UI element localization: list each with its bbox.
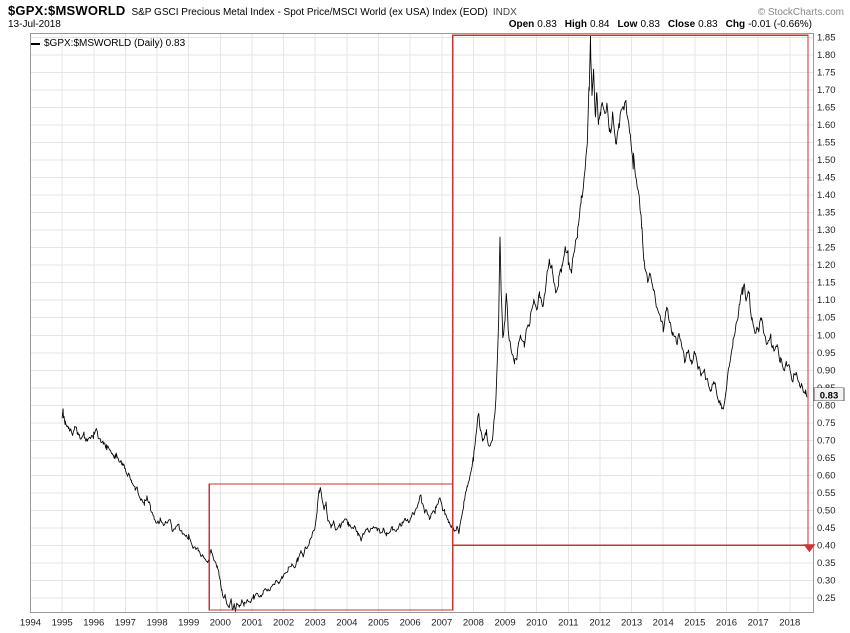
quote-label: Low (617, 19, 638, 30)
copyright-label: © StockCharts.com (757, 7, 844, 18)
y-axis-tick-label: 0.50 (817, 505, 836, 516)
y-axis-tick-label: 0.75 (817, 418, 836, 429)
y-axis-tick-label: 1.30 (817, 225, 836, 236)
x-axis-tick-label: 2001 (241, 618, 262, 629)
quote-value: 0.84 (589, 19, 610, 30)
x-axis-tick-label: 1997 (115, 618, 136, 629)
y-axis-labels: 0.25 0.30 0.35 0.40 0.45 0.50 0.55 0.60 0.65 0.70… (817, 33, 836, 604)
quote-row: Open 0.83 High 0.84 Low 0.83 Close 0.83 Chg -0.01… (509, 19, 812, 30)
annotation-arrow-marker (803, 544, 816, 553)
y-axis-tick-label: 1.20 (817, 260, 836, 271)
x-axis-tick-label: 2003 (305, 618, 326, 629)
x-axis-tick-label: 2007 (431, 618, 452, 629)
y-axis-tick-label: 0.55 (817, 488, 836, 499)
y-axis-tick-label: 0.80 (817, 400, 836, 411)
price-series-line (61, 35, 808, 612)
y-axis-tick-label: 1.75 (817, 68, 836, 79)
plot-border (30, 33, 814, 613)
x-axis-tick-label: 2010 (526, 618, 547, 629)
chart-date: 13-Jul-2018 (8, 19, 61, 30)
y-axis-tick-label: 1.25 (817, 243, 836, 254)
y-axis-tick-label: 1.40 (817, 190, 836, 201)
quote-label: Chg (725, 19, 746, 30)
x-axis-tick-label: 2004 (336, 618, 357, 629)
x-axis-tick-label: 2014 (653, 618, 674, 629)
quote-value: 0.83 (698, 19, 718, 30)
annotation-rectangle (208, 483, 454, 611)
quote-label: High (564, 19, 587, 30)
y-axis-tick-label: 1.45 (817, 173, 836, 184)
quote-value: -0.01 (-0.66%) (748, 19, 812, 30)
series-legend-label: $GPX:$MSWORLD (Daily) 0.83 (44, 38, 186, 49)
quote-header: 13-Jul-2018 Open 0.83 High 0.84 Low 0.83 Close… (0, 19, 850, 32)
chart-area: 0.25 0.30 0.35 0.40 0.45 0.50 0.55 0.60 0.65 0.70… (0, 32, 850, 633)
y-axis-tick-label: 0.40 (817, 540, 836, 551)
x-axis-tick-label: 2008 (463, 618, 484, 629)
annotation-layer (208, 34, 809, 611)
x-axis-tick-label: 1996 (83, 618, 104, 629)
grid-layer (30, 33, 814, 613)
x-axis-tick-label: 2018 (779, 618, 800, 629)
annotation-rectangle (452, 34, 809, 546)
x-axis-tick-label: 1999 (178, 618, 199, 629)
y-axis-tick-label: 0.25 (817, 593, 836, 604)
chart-description: S&P GSCI Precious Metal Index - Spot Pri… (131, 7, 488, 18)
y-axis-tick-label: 1.55 (817, 138, 836, 149)
y-axis-tick-label: 1.70 (817, 85, 836, 96)
y-axis-tick-label: 1.85 (817, 33, 836, 44)
x-axis-tick-label: 2013 (621, 618, 642, 629)
y-axis-tick-label: 0.60 (817, 470, 836, 481)
x-axis-tick-label: 2012 (589, 618, 610, 629)
y-axis-tick-label: 0.95 (817, 348, 836, 359)
y-axis-tick-label: 1.00 (817, 330, 836, 341)
quote-label: Close (667, 19, 696, 30)
y-axis-tick-label: 1.15 (817, 278, 836, 289)
x-axis-tick-label: 2006 (400, 618, 421, 629)
y-axis-tick-label: 1.50 (817, 155, 836, 166)
x-axis-tick-label: 2005 (368, 618, 389, 629)
last-price-label-box (813, 387, 845, 402)
x-axis-tick-label: 2011 (558, 618, 578, 629)
y-axis-tick-label: 1.65 (817, 103, 836, 114)
y-axis-tick-label: 1.60 (817, 120, 836, 131)
quote-value: 0.83 (537, 19, 557, 30)
y-axis-tick-label: 1.35 (817, 208, 836, 219)
x-axis-tick-label: 2015 (684, 618, 705, 629)
x-axis-labels: 1994 1995 1996 1997 1998 1999 2000 2001 2002 2003… (20, 618, 800, 629)
x-axis-tick-label: 2000 (210, 618, 231, 629)
y-axis-tick-label: 0.45 (817, 523, 836, 534)
y-axis-tick-label: 0.65 (817, 453, 836, 464)
y-axis-tick-label: 1.80 (817, 50, 836, 61)
series-legend: $GPX:$MSWORLD (Daily) 0.83 (31, 38, 185, 49)
x-axis-tick-label: 2009 (494, 618, 515, 629)
chart-header: $GPX:$MSWORLD S&P GSCI Precious Metal In… (0, 0, 850, 19)
exchange-label: INDX (492, 7, 517, 18)
x-axis-tick-label: 2002 (273, 618, 294, 629)
line-sample-icon (31, 42, 40, 45)
y-axis-tick-label: 0.70 (817, 435, 836, 446)
y-axis-tick-label: 1.05 (817, 313, 836, 324)
x-axis-tick-label: 1995 (52, 618, 73, 629)
quote-value: 0.83 (640, 19, 660, 30)
x-axis-tick-label: 1994 (20, 618, 41, 629)
x-axis-tick-label: 2017 (748, 618, 769, 629)
chart-canvas: 0.25 0.30 0.35 0.40 0.45 0.50 0.55 0.60 0.65 0.70… (20, 33, 845, 629)
last-price-label: 0.83 (820, 390, 839, 401)
y-axis-tick-label: 0.90 (817, 365, 836, 376)
symbol-title: $GPX:$MSWORLD (8, 3, 126, 18)
x-axis-tick-label: 1998 (146, 618, 167, 629)
quote-label: Open (508, 19, 535, 30)
y-axis-tick-label: 1.10 (817, 295, 836, 306)
y-axis-tick-label: 0.30 (817, 575, 836, 586)
x-axis-tick-label: 2016 (716, 618, 737, 629)
y-axis-tick-label: 0.35 (817, 558, 836, 569)
